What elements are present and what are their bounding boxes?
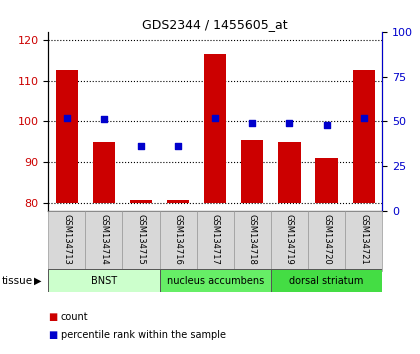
Point — [63, 115, 70, 120]
Bar — [48, 211, 85, 271]
Text: GSM134714: GSM134714 — [100, 214, 108, 264]
Bar — [160, 269, 271, 292]
Bar — [85, 211, 123, 271]
Bar — [271, 269, 382, 292]
Point — [360, 115, 367, 120]
Text: GSM134716: GSM134716 — [173, 214, 183, 264]
Bar — [93, 142, 115, 202]
Bar — [241, 139, 263, 202]
Text: percentile rank within the sample: percentile rank within the sample — [61, 330, 226, 339]
Bar — [56, 70, 78, 202]
Title: GDS2344 / 1455605_at: GDS2344 / 1455605_at — [142, 18, 288, 31]
Text: GSM134720: GSM134720 — [322, 214, 331, 264]
Text: GSM134717: GSM134717 — [211, 214, 220, 264]
Bar — [160, 211, 197, 271]
Text: nucleus accumbens: nucleus accumbens — [167, 275, 264, 286]
Point — [101, 116, 108, 122]
Text: ■: ■ — [48, 312, 58, 322]
Point — [138, 143, 144, 149]
Bar — [345, 211, 382, 271]
Bar — [315, 158, 338, 202]
Point — [175, 143, 181, 149]
Bar — [197, 211, 234, 271]
Text: GSM134721: GSM134721 — [359, 214, 368, 264]
Text: GSM134713: GSM134713 — [62, 214, 71, 264]
Text: ▶: ▶ — [34, 276, 42, 286]
Bar — [352, 70, 375, 202]
Text: GSM134719: GSM134719 — [285, 214, 294, 264]
Bar — [308, 211, 345, 271]
Point — [323, 122, 330, 128]
Text: ■: ■ — [48, 330, 58, 339]
Point — [212, 115, 219, 120]
Bar — [234, 211, 271, 271]
Bar — [204, 54, 226, 202]
Text: tissue: tissue — [2, 276, 33, 286]
Point — [286, 120, 293, 126]
Bar — [130, 200, 152, 202]
Text: count: count — [61, 312, 89, 322]
Text: dorsal striatum: dorsal striatum — [289, 275, 364, 286]
Bar — [278, 142, 301, 202]
Text: BNST: BNST — [91, 275, 117, 286]
Text: GSM134715: GSM134715 — [136, 214, 146, 264]
Text: GSM134718: GSM134718 — [248, 214, 257, 264]
Bar — [123, 211, 160, 271]
Bar — [48, 269, 160, 292]
Bar — [271, 211, 308, 271]
Point — [249, 120, 256, 126]
Bar — [167, 200, 189, 202]
